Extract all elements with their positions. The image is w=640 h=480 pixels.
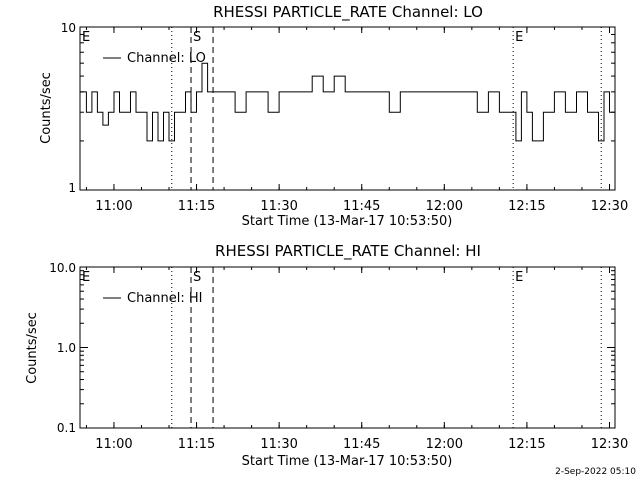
xticks-lo: 11:00 11:15 11:30 11:45 12:00 12:15 12:30 — [85, 27, 628, 214]
xtick-label: 12:00 — [426, 437, 463, 452]
xtick-label: 11:45 — [343, 199, 380, 214]
ytick-hi-0.1: 0.1 — [57, 421, 76, 435]
marker-label: S — [193, 30, 201, 45]
ytick-lo-1: 1 — [68, 181, 76, 195]
xtick-label: 11:15 — [178, 199, 215, 214]
ytick-hi-10: 10.0 — [49, 261, 76, 275]
legend-label-hi: Channel: HI — [127, 291, 203, 306]
ylabel-hi: Counts/sec — [25, 312, 40, 384]
xtick-label: 11:00 — [95, 199, 132, 214]
xtick-label: 12:15 — [508, 199, 545, 214]
panel-lo: RHESSI PARTICLE_RATE Channel: LO Counts/… — [39, 3, 628, 229]
marker-label: E — [82, 30, 90, 45]
marker-label: S — [193, 270, 201, 285]
xtick-label: 12:15 — [508, 437, 545, 452]
xtick-label: 12:30 — [591, 437, 628, 452]
xtick-label: 11:45 — [343, 437, 380, 452]
xtick-label: 11:30 — [260, 437, 297, 452]
marker-label: E — [515, 30, 523, 45]
xlabel-lo: Start Time (13-Mar-17 10:53:50) — [242, 214, 453, 229]
xtick-label: 11:15 — [178, 437, 215, 452]
panel-hi: RHESSI PARTICLE_RATE Channel: HI Counts/… — [25, 242, 628, 469]
marker-label: E — [515, 270, 523, 285]
ytick-hi-1: 1.0 — [57, 341, 76, 355]
series-lo — [80, 62, 615, 142]
legend-label-lo: Channel: LO — [127, 51, 206, 66]
title-lo: RHESSI PARTICLE_RATE Channel: LO — [213, 3, 483, 22]
title-hi: RHESSI PARTICLE_RATE Channel: HI — [215, 242, 481, 261]
xticks-hi: 11:00 11:15 11:30 11:45 12:00 12:15 12:30 — [85, 267, 628, 452]
ytick-lo-10: 10 — [61, 21, 76, 35]
xtick-label: 12:00 — [426, 199, 463, 214]
xlabel-hi: Start Time (13-Mar-17 10:53:50) — [242, 454, 453, 469]
plot-frame-lo — [79, 26, 616, 191]
xtick-label: 11:30 — [260, 199, 297, 214]
marker-label: E — [82, 270, 90, 285]
ytick-marks-hi — [80, 266, 615, 429]
series-line — [80, 62, 615, 142]
ylabel-lo: Counts/sec — [39, 72, 54, 144]
xtick-label: 11:00 — [95, 437, 132, 452]
footer-date: 2-Sep-2022 05:10 — [555, 467, 636, 477]
xtick-label: 12:30 — [591, 199, 628, 214]
